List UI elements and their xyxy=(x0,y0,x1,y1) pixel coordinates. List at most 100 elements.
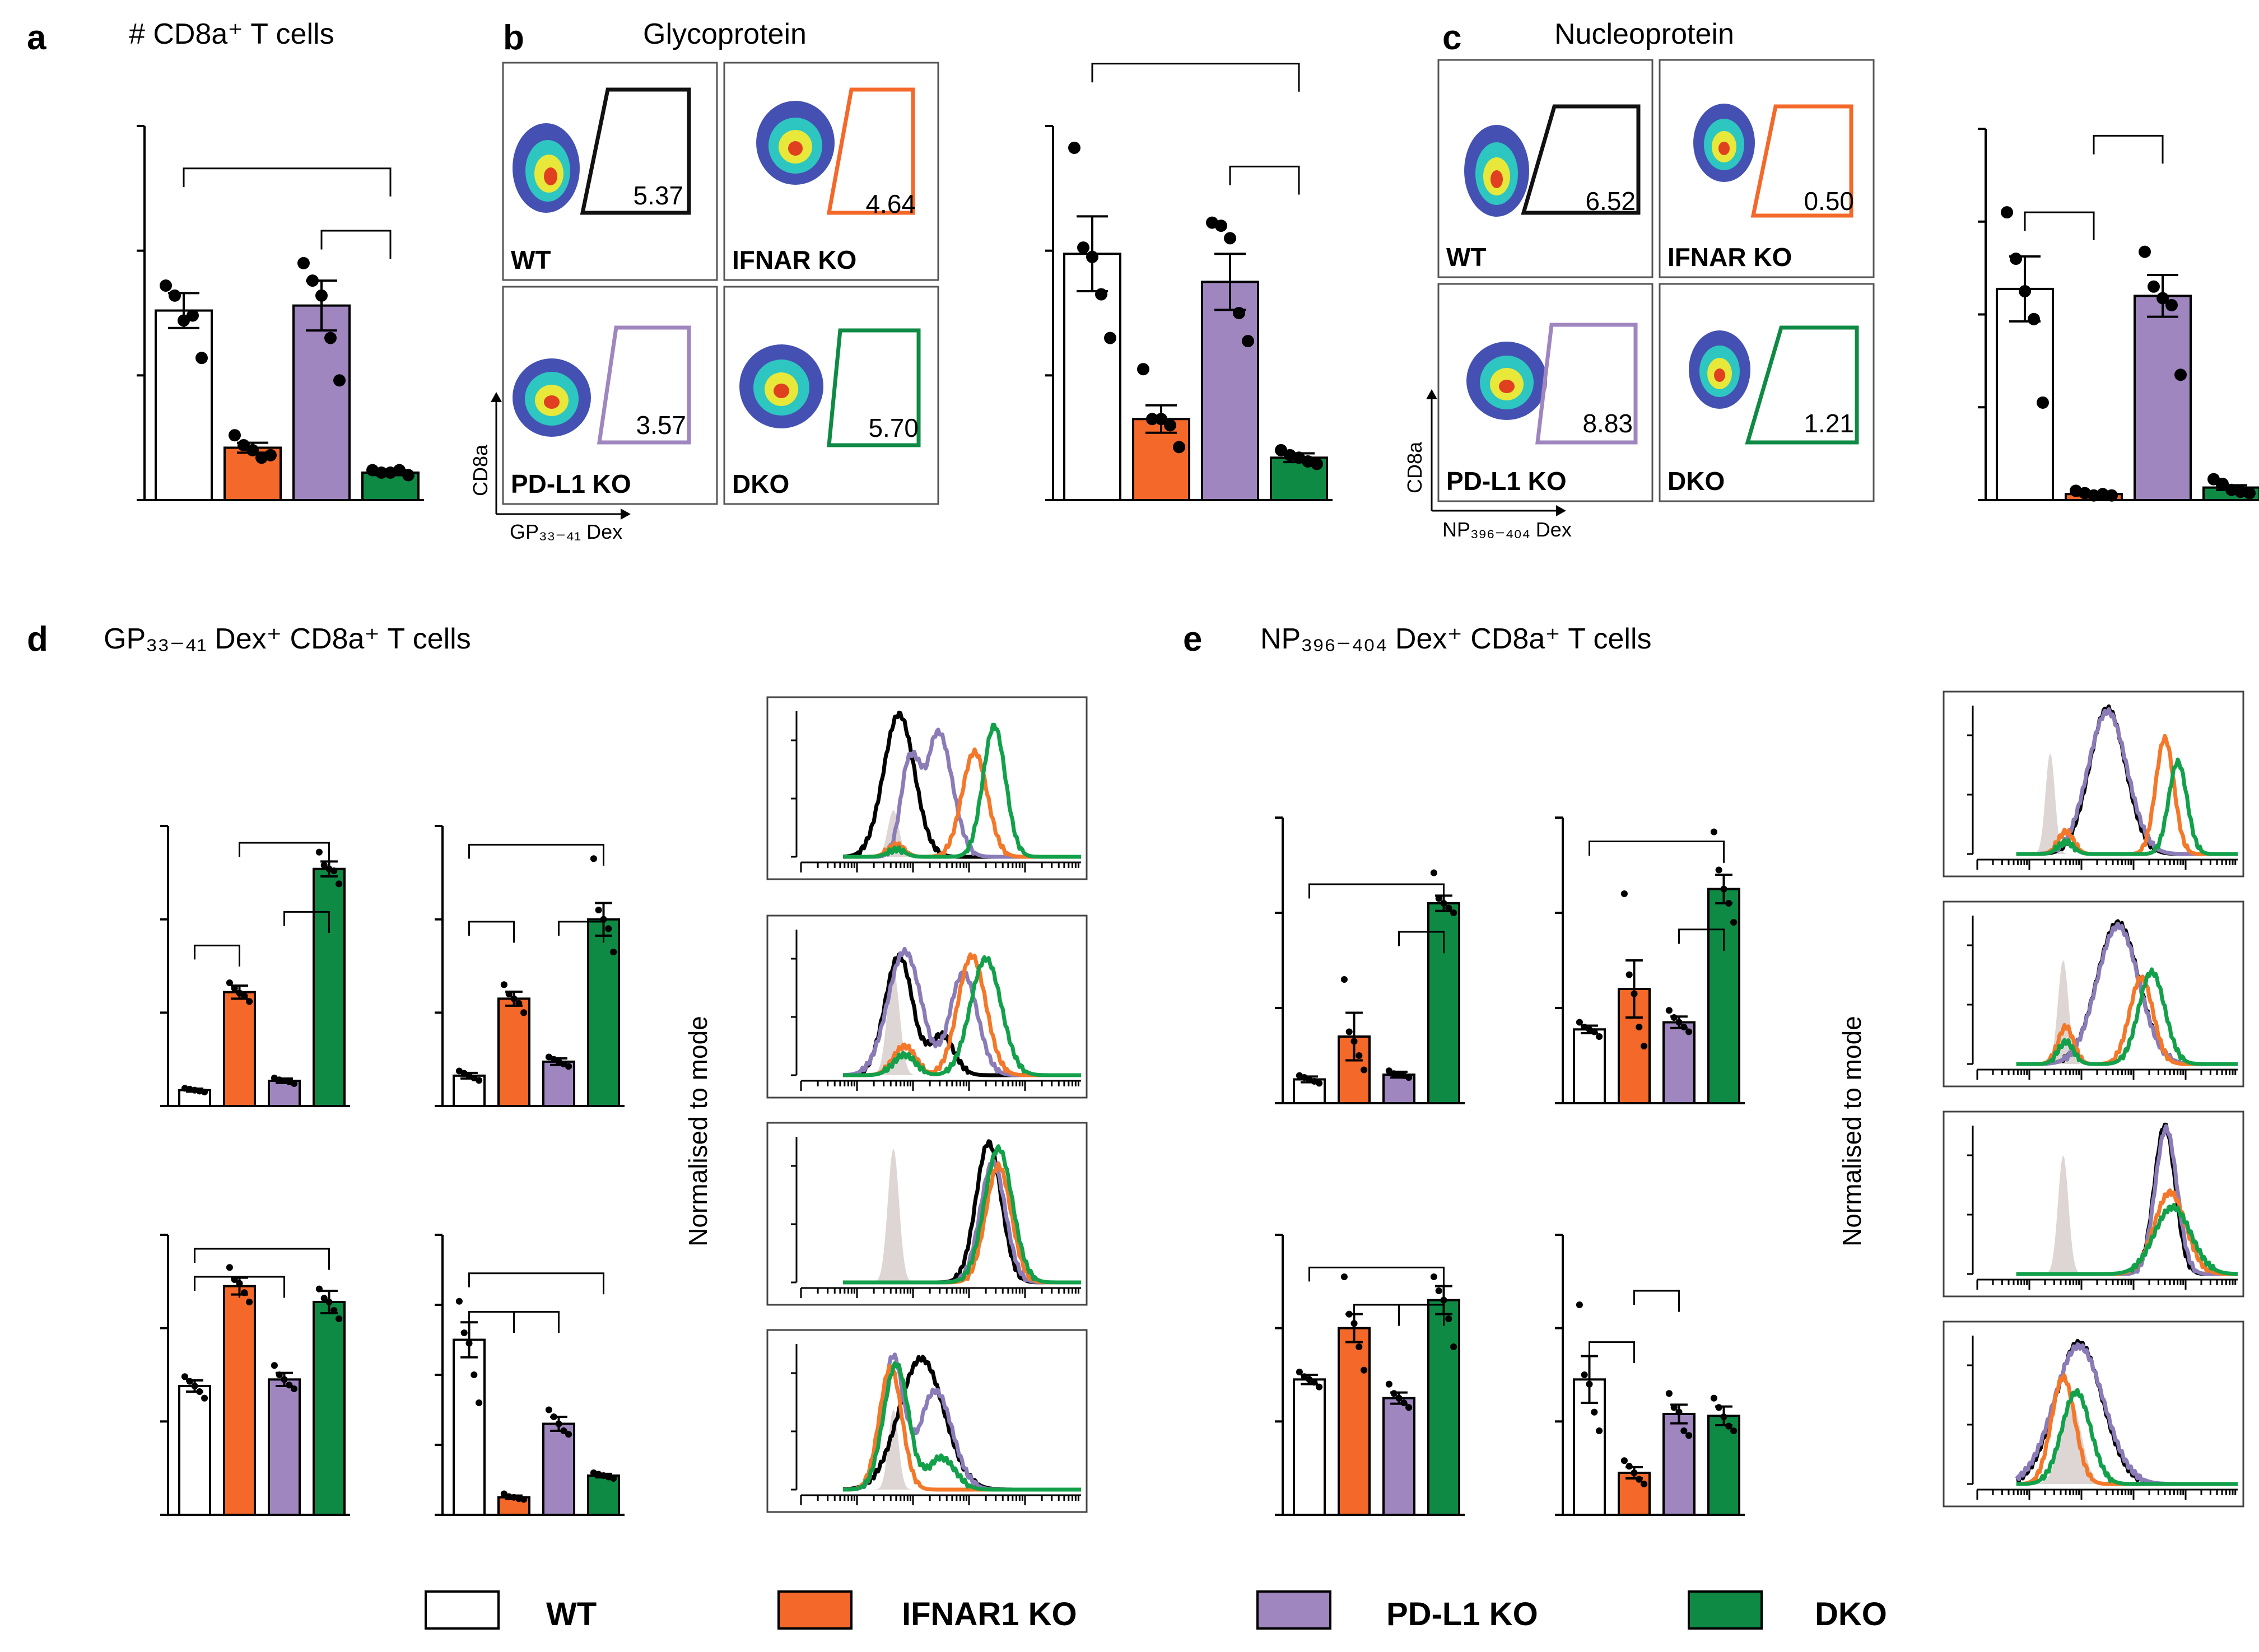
significance-bracket xyxy=(2024,211,2095,240)
significance-bracket xyxy=(1353,1304,1400,1326)
histogram-line-dko xyxy=(842,1361,1082,1492)
bar-pd-l1-ko xyxy=(292,304,351,501)
data-point xyxy=(1095,288,1107,301)
data-point xyxy=(306,274,319,287)
data-point xyxy=(1670,1014,1678,1021)
data-point xyxy=(1675,1019,1683,1026)
data-point xyxy=(590,855,597,862)
legend: WT IFNAR1 KO PD-L1 KO DKO xyxy=(425,1590,1887,1632)
data-point xyxy=(2174,368,2187,381)
data-point xyxy=(1311,458,1323,470)
data-point xyxy=(291,1385,298,1393)
histogram-lag3 xyxy=(766,914,1088,1099)
significance-bracket xyxy=(468,1272,604,1295)
data-point xyxy=(236,990,243,997)
facs-plot-pdl1: 8.83 PD-L1 KO xyxy=(1437,283,1654,502)
data-point xyxy=(476,1399,483,1407)
data-point xyxy=(500,981,507,988)
data-point xyxy=(1591,1028,1598,1035)
facs-value: 5.70 xyxy=(868,413,919,442)
significance-bracket xyxy=(320,230,392,259)
data-point xyxy=(1345,1028,1353,1035)
data-point xyxy=(231,984,238,992)
data-point xyxy=(605,925,612,932)
histogram-lag3 xyxy=(1943,900,2244,1088)
histogram-line-dko xyxy=(2015,757,2239,856)
data-point xyxy=(1316,1080,1323,1087)
data-point xyxy=(545,1406,552,1413)
bar-chart-e_cd44 xyxy=(1275,1234,1465,1516)
histogram-frame xyxy=(766,696,1088,880)
facs-plot-pdl1: 3.57 PD-L1 KO xyxy=(502,286,718,505)
data-point xyxy=(281,1376,288,1383)
legend-label-wt: WT xyxy=(546,1596,597,1632)
histogram-line-dko xyxy=(2015,1203,2239,1276)
data-point xyxy=(520,1009,528,1016)
panel-b-letter: b xyxy=(503,18,524,57)
data-point xyxy=(510,995,518,1002)
data-point xyxy=(393,464,406,477)
data-point xyxy=(1311,1379,1318,1386)
data-point xyxy=(1665,1390,1673,1397)
data-point xyxy=(186,1378,193,1385)
bar-wt xyxy=(1063,253,1121,501)
facs-label: IFNAR KO xyxy=(732,245,856,274)
histogram-line-dko xyxy=(2015,1388,2239,1486)
bar-chart-d_klrg1 xyxy=(435,1234,625,1516)
data-point xyxy=(471,1371,478,1379)
data-point xyxy=(229,429,241,442)
bar-chart-d_lag3 xyxy=(435,825,625,1108)
panel-d-letter: d xyxy=(27,620,48,659)
data-point xyxy=(297,256,310,269)
data-point xyxy=(1361,1066,1368,1074)
facs-plot-dko: 5.70 DKO xyxy=(723,286,939,505)
data-point xyxy=(1581,1371,1588,1379)
legend-label-dko: DKO xyxy=(1815,1596,1887,1632)
histogram-pd1 xyxy=(1943,690,2244,878)
data-point xyxy=(169,289,181,302)
histogram-frame xyxy=(1943,1110,2244,1298)
facs-value: 4.64 xyxy=(865,189,916,218)
data-point xyxy=(550,1413,557,1421)
data-point xyxy=(2216,477,2229,490)
significance-bracket xyxy=(468,843,604,866)
bar-ifnar1-ko xyxy=(223,991,256,1107)
histograms xyxy=(766,690,2244,1513)
data-point xyxy=(1450,909,1457,917)
histogram-frame xyxy=(766,1329,1088,1513)
data-point xyxy=(231,1276,238,1284)
data-point xyxy=(315,848,323,856)
bar-pd-l1-ko xyxy=(1382,1397,1415,1516)
significance-bracket xyxy=(1308,1266,1445,1289)
panel-d-title: GP₃₃₋₄₁ Dex⁺ CD8a⁺ T cells xyxy=(104,623,471,655)
data-point xyxy=(1675,1408,1683,1416)
data-point xyxy=(1631,1469,1638,1477)
legend-swatch-ifnar1-ko xyxy=(777,1590,853,1630)
data-point xyxy=(1104,332,1116,344)
facs-plot-wt: 5.37 WT xyxy=(502,62,718,281)
data-point xyxy=(320,861,328,869)
data-point xyxy=(1586,1380,1593,1388)
bar-wt xyxy=(1293,1378,1326,1516)
facs-value: 3.57 xyxy=(636,410,686,440)
data-point xyxy=(1306,1376,1313,1383)
data-point xyxy=(264,449,277,461)
data-point xyxy=(1710,1394,1717,1402)
data-point xyxy=(465,1340,473,1347)
data-point xyxy=(196,1388,203,1396)
legend-swatch-pdl1-ko xyxy=(1256,1590,1331,1630)
data-point xyxy=(1636,1476,1643,1483)
data-point xyxy=(1173,441,1185,454)
data-point xyxy=(1631,990,1638,997)
significance-bracket xyxy=(1308,883,1445,906)
data-point xyxy=(201,1394,208,1402)
data-point xyxy=(286,1382,293,1389)
data-point xyxy=(1356,1052,1363,1060)
bar-wt xyxy=(155,309,213,502)
data-point xyxy=(226,1264,233,1271)
bar-ifnar1-ko xyxy=(223,1285,256,1516)
legend-label-pdl1-ko: PD-L1 KO xyxy=(1386,1596,1538,1632)
significance-bracket xyxy=(239,842,330,864)
significance-bracket xyxy=(194,944,240,967)
data-point xyxy=(595,906,602,914)
